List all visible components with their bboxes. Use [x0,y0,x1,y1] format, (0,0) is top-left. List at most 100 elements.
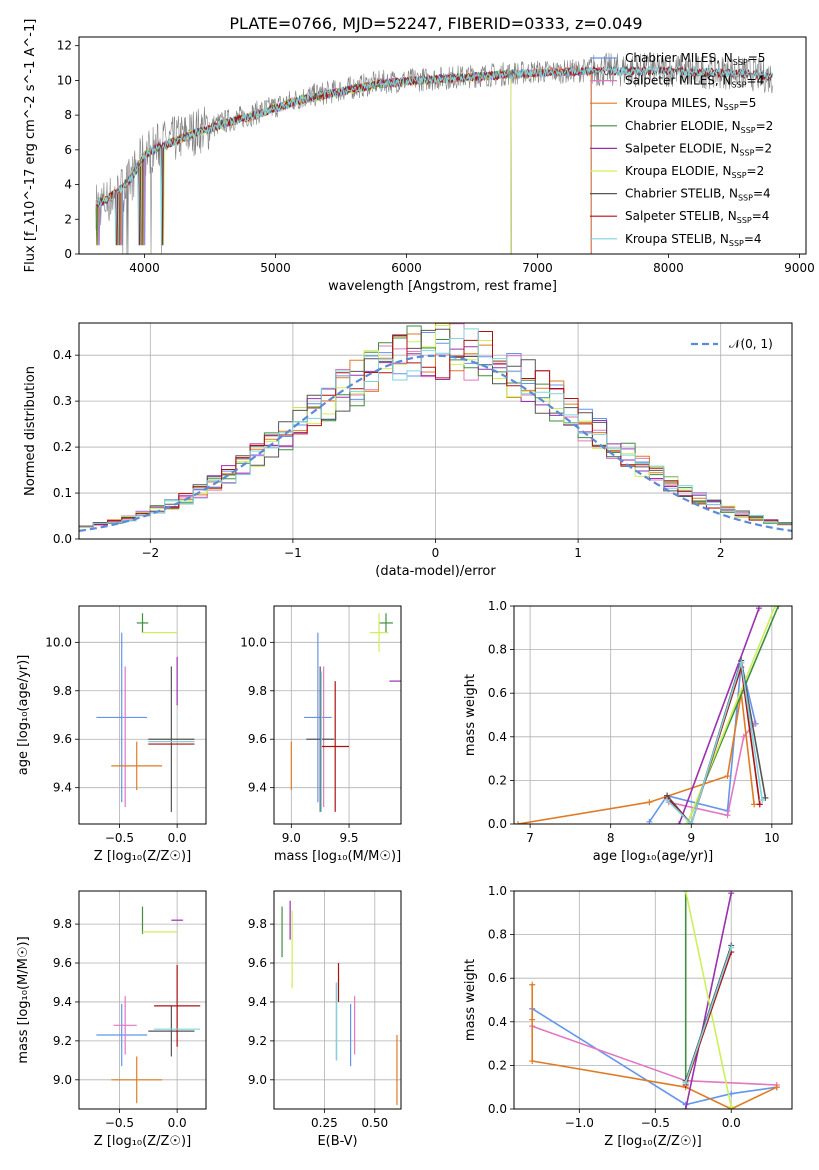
y-tick-label: 0.8 [488,928,507,942]
y-tick-label: 9.0 [248,1073,267,1087]
y-tick-label: 1.0 [488,599,507,613]
mass-weight-line [686,606,776,824]
legend-label: Kroupa MILES, NSSP=5 [625,96,756,112]
x-tick-label: 0.50 [361,1116,388,1130]
y-tick-label: 9.8 [248,917,267,931]
y-tick-label: 0.4 [488,1015,507,1029]
mass-weight-line [684,947,732,1084]
mass-weight-marker [724,812,731,819]
y-tick-label: 0.6 [488,686,507,700]
y-tick-label: 0.4 [488,730,507,744]
legend-label: Kroupa STELIB, NSSP=4 [625,232,762,248]
mass-weight-marker [684,821,691,824]
mass-weight-line [531,1008,777,1106]
mass-weight-marker [529,981,536,988]
x-tick-label: 6000 [391,261,422,275]
y-tick-label: 9.8 [53,917,72,931]
histogram-step-line [79,328,792,528]
y-axis-label: Flux [f_λ10^-17 erg cm^-2 s^-1 A^-1] [23,19,38,273]
mass-weight-marker [682,1079,689,1086]
mass-weight-marker [529,1058,536,1065]
y-axis-label: mass [log₁₀(M/M☉)] [16,936,31,1063]
x-axis-label: mass [log₁₀(M/M☉)] [274,849,401,864]
mass-weight-line [666,662,763,824]
plot-area-residuals [79,323,792,532]
mass-weight-marker [688,821,695,824]
axes-weight_vs_Z: −1.0 −0.5 0.0 0.0 0.2 0.4 0.6 0.8 1.0 Z [log₁₀(Z/… [463,884,793,1149]
axes-frame [78,36,807,255]
y-tick-label: 12 [57,39,72,53]
y-axis-label: mass weight [463,959,478,1041]
y-tick-label: 0.0 [488,817,507,831]
x-tick-label: −0.5 [105,1116,134,1130]
y-tick-label: 0.6 [488,971,507,985]
y-tick-label: 9.6 [53,732,72,746]
x-tick-label: 0 [432,546,440,560]
x-tick-label: 2 [717,546,725,560]
y-tick-label: 0.2 [488,1058,507,1072]
x-tick-label: 4000 [129,261,160,275]
axes-frame [273,605,402,825]
mass-weight-line [531,984,778,1109]
x-tick-label: 0.0 [722,1116,741,1130]
mass-weight-line [517,693,755,824]
y-axis-label: Normed distribution [23,366,38,496]
y-tick-label: 0.0 [488,1102,507,1116]
y-tick-label: 0.1 [53,486,72,500]
x-tick-label: 9.0 [282,831,301,845]
axes-frame [273,890,402,1110]
y-tick-label: 9.8 [248,684,267,698]
figure-title: PLATE=0766, MJD=52247, FIBERID=0333, z=0… [229,14,642,33]
x-axis-label: Z [log₁₀(Z/Z☉)] [604,1134,701,1149]
y-axis-label: age [log₁₀(age/yr)] [16,655,31,776]
axes-mass_vs_EBV: 0.25 0.50 9.0 9.2 9.4 9.6 9.8 E(B-V) [248,890,402,1149]
x-tick-label: −1 [284,546,302,560]
x-axis-label: Z [log₁₀(Z/Z☉)] [94,849,191,864]
legend-label: Chabrier MILES, NSSP=5 [625,51,765,67]
x-axis-label: wavelength [Angstrom, rest frame] [328,279,557,294]
y-tick-label: 9.4 [248,781,267,795]
legend-label: Chabrier ELODIE, NSSP=2 [625,119,773,135]
mass-weight-marker [664,797,671,804]
y-tick-label: 2 [64,212,72,226]
y-tick-label: 9.4 [248,995,267,1009]
plot-area-mass_vs_EBV [281,900,398,1106]
x-tick-label: 7000 [522,261,553,275]
x-tick-label: 8000 [653,261,684,275]
y-tick-label: 0.2 [488,773,507,787]
x-tick-label: −2 [141,546,159,560]
mass-weight-marker [724,773,731,780]
mass-weight-line [668,723,755,817]
legend-label: Kroupa ELODIE, NSSP=2 [625,164,764,180]
histogram-step-line [79,331,792,528]
x-tick-label: 0.0 [168,831,187,845]
x-tick-label: −0.5 [105,831,134,845]
mass-weight-marker [646,799,653,806]
x-tick-label: 9.5 [339,831,358,845]
x-axis-label: E(B-V) [317,1134,357,1149]
mass-weight-marker [775,606,782,609]
histogram-step-line [79,325,792,528]
mass-weight-line [684,891,732,1107]
mass-weight-marker [529,1016,536,1023]
axes-frame [78,890,207,1110]
x-axis-label: Z [log₁₀(Z/Z☉)] [94,1134,191,1149]
mass-weight-marker [682,891,689,894]
x-tick-label: 0.25 [311,1116,338,1130]
y-tick-label: 6 [64,143,72,157]
mass-weight-marker [682,1106,689,1109]
y-tick-label: 0 [64,247,72,261]
y-tick-label: 10.0 [240,635,267,649]
plot-area-weight_vs_age [515,606,782,824]
axes-frame [513,890,793,1110]
y-tick-label: 0.8 [488,643,507,657]
histogram-step-line [79,328,792,527]
y-tick-label: 8 [64,108,72,122]
mass-weight-line [678,607,760,824]
axes-frame [78,605,207,825]
y-tick-label: 9.2 [53,1034,72,1048]
x-tick-label: 7 [526,831,534,845]
y-tick-label: 9.4 [53,995,72,1009]
plot-area-spectrum [95,52,774,254]
